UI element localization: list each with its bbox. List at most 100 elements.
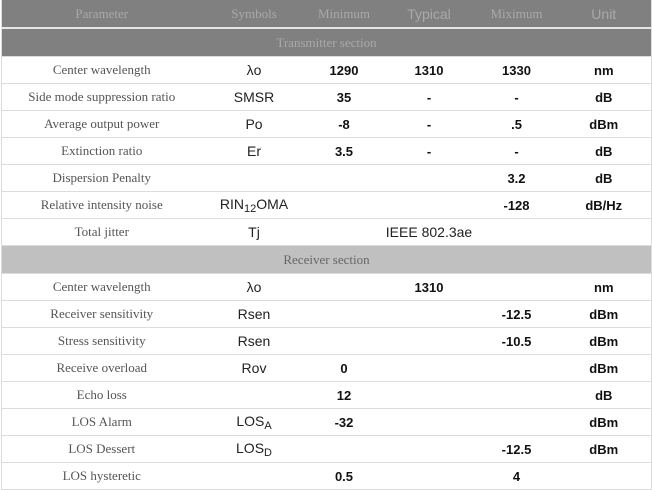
transmitter-section-title: Transmitter section [1,28,652,57]
symbol-text: Rsen [237,306,271,322]
parameter-cell: Total jitter [1,218,202,246]
table-row: LOS hysteretic 0.5 4 [1,462,652,490]
symbol-cell [201,381,307,409]
typical-cell: IEEE 802.3ae [381,218,477,246]
unit-cell [556,462,652,490]
header-unit: Unit [556,0,652,29]
receiver-section-title: Receiver section [1,245,652,274]
header-row: Parameter Symbols Minimum Typical Miximu… [1,0,652,29]
symbol-cell: λo [201,273,307,301]
minimum-cell: 0 [306,354,382,382]
minimum-cell: 0.5 [306,462,382,490]
parameter-cell: Center wavelength [1,56,202,84]
symbol-text: Er [247,143,261,159]
symbol-text: Rov [241,360,267,376]
minimum-cell: 12 [306,381,382,409]
unit-cell: dBm [556,408,652,436]
typical-cell [381,435,477,463]
unit-cell: nm [556,56,652,84]
maximum-cell [476,273,557,301]
symbol-cell: λo [201,56,307,84]
parameter-cell: LOS hysteretic [1,462,202,490]
maximum-cell [476,218,557,246]
unit-cell: dB [556,137,652,165]
minimum-cell [306,327,382,355]
parameter-cell: LOS Dessert [1,435,202,463]
typical-cell [381,191,477,219]
typical-cell: - [381,137,477,165]
unit-cell: dBm [556,354,652,382]
minimum-cell [306,435,382,463]
minimum-cell [306,273,382,301]
parameter-cell: Side mode suppression ratio [1,83,202,111]
unit-cell: dB [556,83,652,111]
typical-cell [381,354,477,382]
minimum-cell: 35 [306,83,382,111]
minimum-cell: 1290 [306,56,382,84]
symbol-text: RIN [219,195,244,212]
symbol-text: Tj [248,224,260,240]
maximum-cell: -12.5 [476,300,557,328]
table-row: Total jitter Tj IEEE 802.3ae [1,218,652,246]
header-symbols: Symbols [201,0,307,29]
symbol-subscript: A [264,419,272,432]
typical-cell [381,462,477,490]
symbol-cell: Er [201,137,307,165]
typical-cell: - [381,110,477,138]
typical-cell [381,327,477,355]
symbol-cell: RIN12OMA [201,191,307,219]
receiver-section-row: Receiver section [1,245,652,274]
table-row: Dispersion Penalty 3.2 dB [1,164,652,192]
unit-cell: dBm [556,327,652,355]
header-typical: Typical [381,0,477,29]
symbol-text: Rsen [237,333,271,349]
minimum-cell [306,218,382,246]
symbol-subscript: D [264,446,272,459]
typical-cell [381,164,477,192]
maximum-cell: 3.2 [476,164,557,192]
parameter-cell: Relative intensity noise [1,191,202,219]
typical-cell [381,300,477,328]
table-row: Receive overload Rov 0 dBm [1,354,652,382]
symbol-cell: LOSA [201,408,307,436]
typical-cell: 1310 [381,56,477,84]
unit-cell: dBm [556,110,652,138]
unit-cell: dB/Hz [556,191,652,219]
typical-cell [381,381,477,409]
minimum-cell [306,191,382,219]
symbol-cell: Rsen [201,300,307,328]
table-row: Relative intensity noise RIN12OMA -128 dB/H… [1,191,652,219]
maximum-cell: -128 [476,191,557,219]
symbol-subscript: 12 [243,202,257,215]
maximum-cell [476,381,557,409]
symbol-cell: Rov [201,354,307,382]
table-row: Echo loss 12 dB [1,381,652,409]
maximum-cell: - [476,83,557,111]
header-parameter: Parameter [1,0,202,29]
symbol-text: LOS [236,412,265,429]
symbol-text: LOS [236,439,265,456]
parameter-cell: Center wavelength [1,273,202,301]
minimum-cell [306,300,382,328]
typical-cell: - [381,83,477,111]
symbol-cell: Rsen [201,327,307,355]
parameter-cell: Receiver sensitivity [1,300,202,328]
unit-cell: nm [556,273,652,301]
maximum-cell: - [476,137,557,165]
unit-cell: dBm [556,435,652,463]
table-row: LOS Alarm LOSA -32 dBm [1,408,652,436]
transmitter-section-row: Transmitter section [1,28,652,57]
parameter-cell: Extinction ratio [1,137,202,165]
maximum-cell [476,354,557,382]
symbol-text: λo [246,279,262,295]
table-row: Extinction ratio Er 3.5- - dB [1,137,652,165]
unit-cell: dBm [556,300,652,328]
symbol-cell: LOSD [201,435,307,463]
symbol-text: λo [246,62,262,78]
typical-cell: 1310 [381,273,477,301]
table-row: Average output power Po -8- .5 dBm [1,110,652,138]
symbol-cell: Po [201,110,307,138]
symbol-suffix: OMA [256,195,289,212]
table-row: Side mode suppression ratio SMSR 35- - dB [1,83,652,111]
